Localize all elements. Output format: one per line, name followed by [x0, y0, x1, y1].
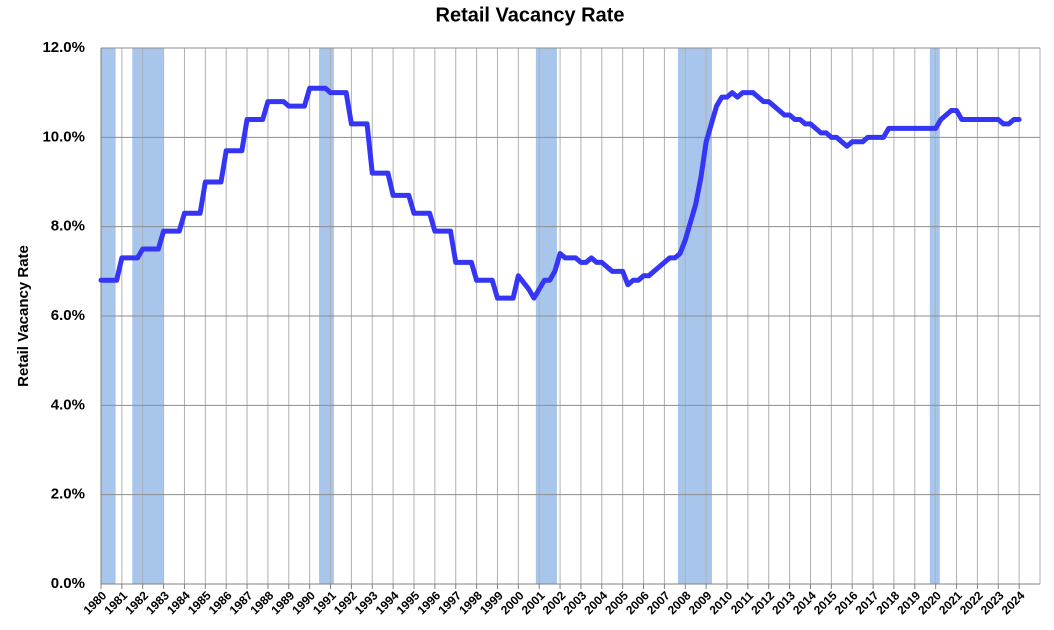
y-axis-label: Retail Vacancy Rate — [15, 245, 32, 387]
y-tick-label: 8.0% — [51, 218, 85, 235]
y-tick-label: 10.0% — [42, 128, 85, 145]
x-tick-label: 2024 — [999, 588, 1028, 617]
y-tick-label: 12.0% — [42, 39, 85, 56]
y-tick-label: 0.0% — [51, 575, 85, 592]
chart-title: Retail Vacancy Rate — [436, 4, 625, 26]
y-tick-label: 6.0% — [51, 307, 85, 324]
y-tick-label: 4.0% — [51, 396, 85, 413]
series-line — [98, 85, 1022, 301]
y-tick-label: 2.0% — [51, 486, 85, 503]
